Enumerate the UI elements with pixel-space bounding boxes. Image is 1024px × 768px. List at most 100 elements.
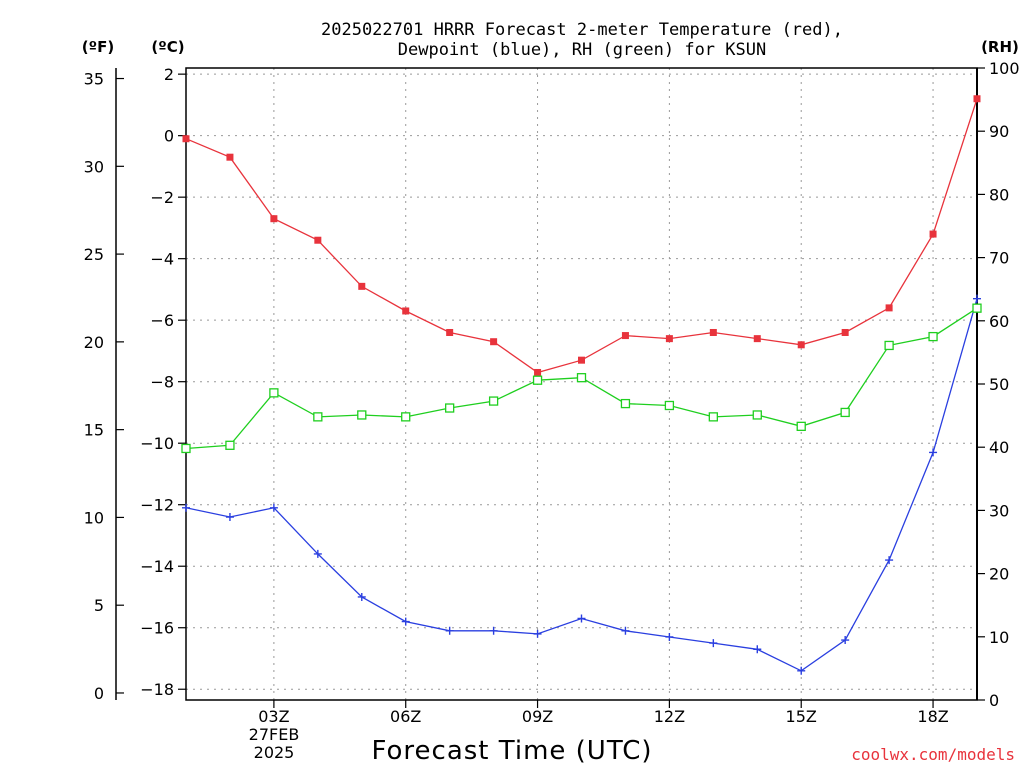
dewpoint-point	[753, 645, 762, 654]
celsius-tick-label: 0	[164, 127, 174, 146]
rh-point	[840, 407, 850, 418]
rh-tick-label: 100	[989, 59, 1020, 78]
temperature-point	[182, 135, 190, 143]
dewpoint-point	[621, 626, 630, 635]
dewpoint-point	[665, 632, 674, 641]
rh-tick-label: 70	[989, 249, 1009, 268]
dewpoint-point	[533, 629, 542, 638]
rh-point	[181, 443, 191, 454]
rh-tick-label: 30	[989, 501, 1009, 520]
dewpoint-point	[401, 617, 410, 626]
x-tick-label: 18Z	[917, 707, 948, 726]
rh-tick-label: 50	[989, 375, 1009, 394]
rh-point	[664, 400, 675, 411]
rh-point	[620, 398, 631, 409]
temperature-point	[446, 328, 454, 336]
rh-tick-label: 20	[989, 565, 1009, 584]
dewpoint-point	[797, 666, 806, 675]
grid-lines	[186, 68, 977, 700]
unit-label-fahrenheit: (ºF)	[82, 38, 114, 56]
temperature-point	[358, 282, 366, 290]
plot-frame	[185, 67, 978, 701]
celsius-tick-label: −10	[140, 434, 174, 453]
x-tick-label: 12Z	[654, 707, 685, 726]
rh-point	[313, 412, 323, 422]
temperature-line	[185, 98, 978, 374]
temperature-point	[665, 335, 673, 343]
rh-point	[796, 421, 806, 431]
temperature-point	[621, 332, 629, 340]
chart-title-line2: Dewpoint (blue), RH (green) for KSUN	[398, 40, 766, 60]
dewpoint-point	[841, 636, 850, 645]
temperature-point	[797, 341, 805, 349]
credit-link[interactable]: coolwx.com/models	[851, 745, 1015, 764]
temperature-point	[841, 328, 849, 336]
dewpoint-point	[313, 549, 322, 558]
rh-tick-label: 90	[989, 122, 1009, 141]
rh-point	[532, 375, 543, 385]
fahrenheit-tick-label: 35	[84, 70, 104, 89]
rh-point	[225, 440, 235, 450]
x-tick-label: 15Z	[786, 707, 817, 726]
celsius-tick-label: −8	[150, 373, 174, 392]
fahrenheit-tick-label: 10	[84, 508, 104, 527]
fahrenheit-tick-label: 0	[94, 684, 104, 703]
fahrenheit-tick-label: 20	[84, 333, 104, 352]
dewpoint-point	[885, 556, 894, 565]
data-series	[181, 95, 982, 675]
rh-point	[972, 303, 982, 313]
temperature-point	[490, 338, 498, 346]
dewpoint-point	[357, 592, 366, 601]
x-axis-title: Forecast Time (UTC)	[371, 736, 652, 766]
dewpoint-point	[182, 503, 190, 512]
celsius-tick-label: −14	[140, 557, 174, 576]
rh-tick-label: 80	[989, 185, 1009, 204]
temperature-point	[885, 304, 893, 312]
rh-point	[488, 396, 499, 406]
fahrenheit-tick-label: 25	[84, 245, 104, 264]
rh-point	[928, 331, 938, 342]
fahrenheit-tick-label: 5	[94, 596, 104, 615]
dewpoint-point	[973, 294, 981, 303]
rh-tick-label: 0	[989, 691, 999, 710]
rh-tick-label: 60	[989, 312, 1009, 331]
fahrenheit-tick-label: 15	[84, 421, 104, 440]
dewpoint-point	[929, 448, 938, 457]
temperature-point	[578, 356, 585, 364]
rh-point	[401, 412, 411, 422]
chart-title-line1: 2025022701 HRRR Forecast 2-meter Tempera…	[321, 20, 843, 40]
celsius-tick-label: −18	[140, 680, 174, 699]
celsius-tick-label: −4	[150, 250, 174, 269]
unit-label-celsius: (ºC)	[151, 38, 184, 56]
axes: 20−2−4−6−8−10−12−14−16−18051015202530350…	[84, 59, 1020, 726]
temperature-point	[226, 153, 234, 161]
temperature-point	[929, 230, 937, 238]
x-tick-label: 06Z	[390, 707, 421, 726]
temperature-point	[314, 236, 322, 244]
temperature-point	[270, 215, 278, 223]
celsius-tick-label: −2	[150, 188, 174, 207]
dewpoint-point	[225, 513, 234, 522]
celsius-tick-label: −16	[140, 619, 174, 638]
dewpoint-point	[269, 503, 278, 512]
temperature-point	[753, 335, 761, 343]
rh-point	[884, 340, 894, 351]
dewpoint-point	[709, 639, 718, 648]
dewpoint-point	[489, 626, 498, 635]
celsius-tick-label: −12	[140, 496, 174, 515]
temperature-point	[709, 328, 717, 336]
x-tick-label: 09Z	[522, 707, 553, 726]
temperature-point	[402, 307, 410, 315]
rh-point	[708, 412, 718, 422]
fahrenheit-tick-label: 30	[84, 157, 104, 176]
rh-point	[752, 410, 762, 420]
unit-label-rh: (RH)	[981, 38, 1019, 56]
x-tick-label: 03Z	[258, 707, 289, 726]
rh-point	[269, 388, 279, 398]
dewpoint-point	[445, 626, 454, 635]
dewpoint-point	[577, 614, 586, 623]
temperature-point	[534, 368, 542, 376]
rh-tick-label: 40	[989, 438, 1009, 457]
rh-point	[357, 410, 367, 420]
